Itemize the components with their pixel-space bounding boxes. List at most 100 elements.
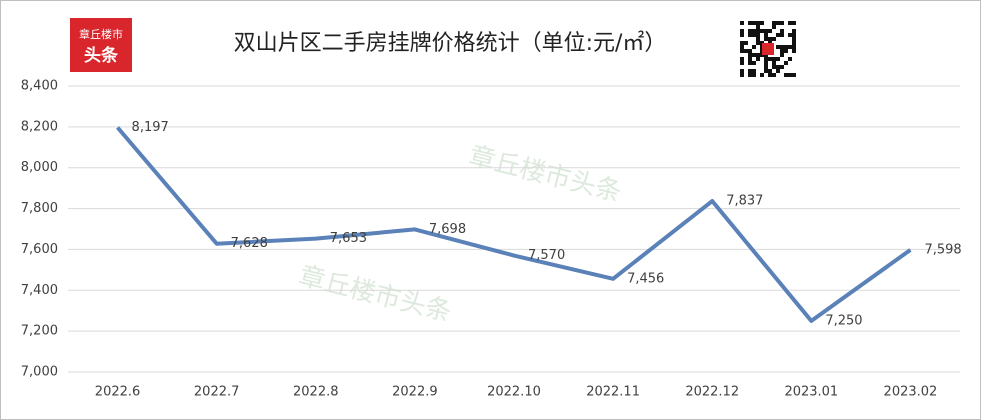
value-label: 8,197 <box>132 120 169 135</box>
qr-cell <box>768 69 772 73</box>
line <box>116 126 912 323</box>
x-tick-label: 2023.02 <box>884 385 938 400</box>
qr-cell <box>740 61 744 65</box>
x-tick-label: 2022.10 <box>487 385 541 400</box>
qr-cell <box>752 53 756 57</box>
qr-cell <box>792 49 796 53</box>
chart-title: 双山片区二手房挂牌价格统计（单位:元/㎡） <box>234 30 667 56</box>
qr-cell <box>764 65 768 69</box>
qr-cell <box>772 21 776 25</box>
qr-cell <box>788 73 792 77</box>
value-label: 7,698 <box>429 222 466 237</box>
qr-cell <box>780 65 784 69</box>
qr-cell <box>784 61 788 65</box>
qr-cell <box>772 61 776 65</box>
qr-cell <box>740 21 744 25</box>
value-label: 7,570 <box>528 248 565 263</box>
y-tick-label: 7,800 <box>21 201 58 216</box>
qr-cell <box>788 57 792 61</box>
qr-cell <box>760 73 764 77</box>
qr-cell <box>784 73 788 77</box>
qr-cell <box>792 45 796 49</box>
qr-cell <box>776 45 780 49</box>
qr-cell <box>752 69 756 73</box>
qr-cell <box>768 57 772 61</box>
qr-cell <box>748 69 752 73</box>
logo-box <box>70 18 132 72</box>
qr-cell <box>748 73 752 77</box>
qr-cell <box>752 61 756 65</box>
qr-cell <box>748 21 752 25</box>
qr-cell <box>764 37 768 41</box>
x-tick-label: 2022.8 <box>293 385 339 400</box>
qr-cell <box>756 57 760 61</box>
x-tick-label: 2022.12 <box>685 385 739 400</box>
qr-cell <box>792 73 796 77</box>
qr-cell <box>752 73 756 77</box>
qr-cell <box>764 33 768 37</box>
qr-cell <box>764 61 768 65</box>
qr-cell <box>744 49 748 53</box>
qr-cell <box>784 45 788 49</box>
qr-cell <box>780 45 784 49</box>
qr-cell <box>756 33 760 37</box>
qr-cell <box>752 21 756 25</box>
qr-cell <box>776 69 780 73</box>
qr-cell <box>740 33 744 37</box>
qr-cell <box>740 45 744 49</box>
qr-cell <box>760 21 764 25</box>
qr-cell <box>780 53 784 57</box>
qr-cell <box>784 49 788 53</box>
logo-text: 章丘楼市 <box>79 27 123 41</box>
y-tick-label: 7,200 <box>21 324 58 339</box>
qr-cell <box>740 41 744 45</box>
qr-cell <box>772 37 776 41</box>
qr-cell <box>756 37 760 41</box>
qr-cell <box>752 29 756 33</box>
x-tick-label: 2022.9 <box>392 385 438 400</box>
x-tick-label: 2023.01 <box>784 385 838 400</box>
value-label: 7,837 <box>726 194 763 209</box>
qr-cell <box>760 29 764 33</box>
qr-cell <box>748 49 752 53</box>
y-tick-label: 7,000 <box>21 365 58 380</box>
qr-cell <box>776 65 780 69</box>
qr-cell <box>792 29 796 33</box>
qr-cell <box>740 29 744 33</box>
qr-cell <box>752 45 756 49</box>
qr-cell <box>788 45 792 49</box>
qr-cell <box>780 49 784 53</box>
qr-cell <box>792 33 796 37</box>
qr-cell <box>780 21 784 25</box>
qr-cell <box>748 53 752 57</box>
value-label: 7,456 <box>627 271 664 286</box>
qr-cell <box>788 33 792 37</box>
y-tick-label: 8,400 <box>21 79 58 94</box>
y-tick-label: 8,200 <box>21 119 58 134</box>
qr-cell <box>748 33 752 37</box>
qr-cell <box>792 41 796 45</box>
qr-cell <box>748 61 752 65</box>
value-label: 7,653 <box>330 231 367 246</box>
qr-cell <box>740 57 744 61</box>
qr-cell <box>776 33 780 37</box>
value-label: 7,250 <box>825 313 862 328</box>
x-tick-label: 2022.7 <box>194 385 240 400</box>
value-label: 7,598 <box>924 242 961 257</box>
qr-cell <box>764 29 768 33</box>
qr-cell <box>792 37 796 41</box>
qr-cell <box>776 57 780 61</box>
qr-cell <box>756 41 760 45</box>
qr-cell <box>748 29 752 33</box>
qr-logo <box>762 43 774 55</box>
qr-cell <box>748 57 752 61</box>
qr-cell <box>792 21 796 25</box>
logo-text: 头条 <box>84 45 119 66</box>
qr-cell <box>780 29 784 33</box>
qr-cell <box>772 65 776 69</box>
qr-cell <box>756 25 760 29</box>
qr-cell <box>768 29 772 33</box>
qr-cell <box>764 57 768 61</box>
